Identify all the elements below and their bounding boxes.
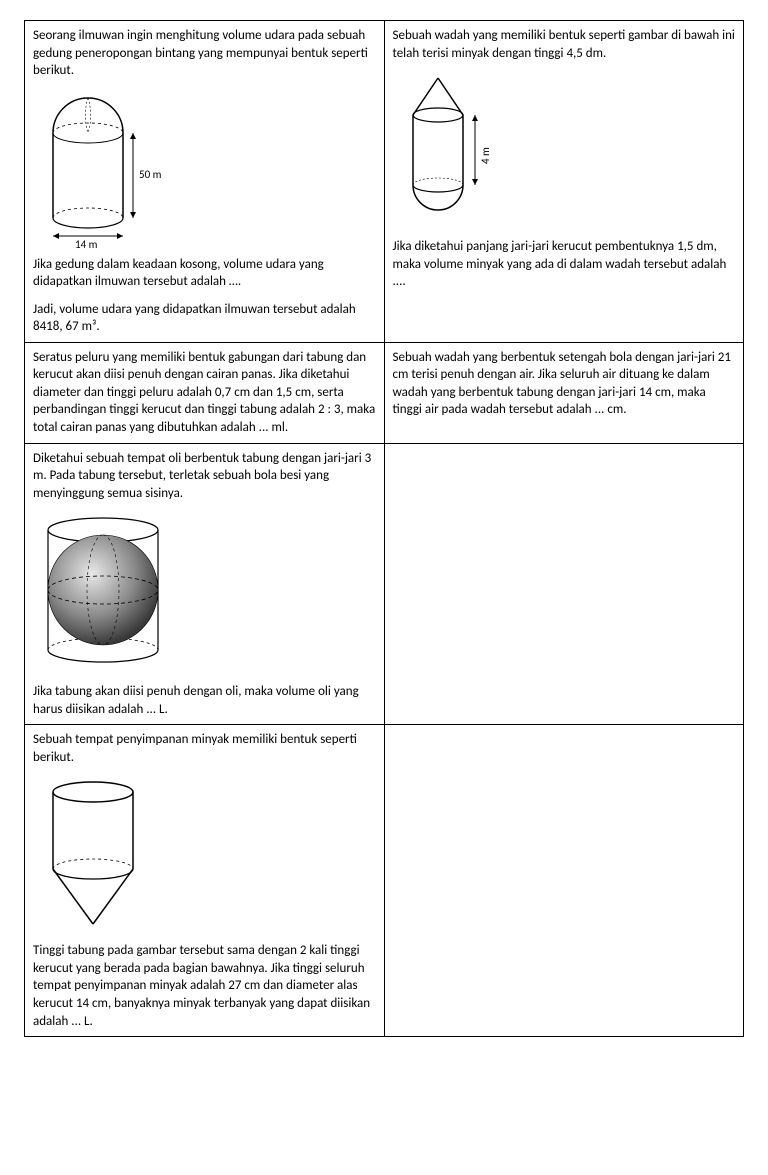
cell-r1c1: Seorang ilmuwan ingin menghitung volume …	[25, 21, 385, 343]
text-p1: Diketahui sebuah tempat oli berbentuk ta…	[33, 450, 376, 503]
cell-r2c1: Seratus peluru yang memiliki bentuk gabu…	[25, 342, 385, 443]
figure-cylinder-over-cone	[33, 774, 376, 934]
figure-sphere-in-cylinder	[33, 510, 376, 675]
dim-height: 50 m	[139, 168, 162, 181]
text-p2: Jika tabung akan diisi penuh dengan oli,…	[33, 683, 376, 718]
cell-r1c2: Sebuah wadah yang memiliki bentuk sepert…	[384, 21, 744, 343]
text-p1: Sebuah wadah yang berbentuk setengah bol…	[393, 349, 736, 419]
text-p2: Jika gedung dalam keadaan kosong, volume…	[33, 256, 376, 291]
cell-r2c2: Sebuah wadah yang berbentuk setengah bol…	[384, 342, 744, 443]
text-p1: Sebuah tempat penyimpanan minyak memilik…	[33, 731, 376, 766]
dim-width: 14 m	[75, 238, 98, 248]
text-p1: Sebuah wadah yang memiliki bentuk sepert…	[393, 27, 736, 62]
text-p3: Jadi, volume udara yang didapatkan ilmuw…	[33, 301, 376, 336]
cell-r3c2	[384, 443, 744, 725]
text-p2: Jika diketahui panjang jari-jari kerucut…	[393, 238, 736, 291]
cell-r4c2	[384, 725, 744, 1037]
text-p1: Seratus peluru yang memiliki bentuk gabu…	[33, 349, 376, 437]
text-p2: Tinggi tabung pada gambar tersebut sama …	[33, 942, 376, 1030]
figure-cone-cylinder-hemisphere: 4 m	[393, 70, 736, 230]
text-p1: Seorang ilmuwan ingin menghitung volume …	[33, 27, 376, 80]
cell-r3c1: Diketahui sebuah tempat oli berbentuk ta…	[25, 443, 385, 725]
worksheet-table: Seorang ilmuwan ingin menghitung volume …	[24, 20, 744, 1037]
figure-dome-cylinder: 50 m 14 m	[33, 88, 376, 248]
cell-r4c1: Sebuah tempat penyimpanan minyak memilik…	[25, 725, 385, 1037]
dim-height: 4 m	[479, 147, 492, 164]
